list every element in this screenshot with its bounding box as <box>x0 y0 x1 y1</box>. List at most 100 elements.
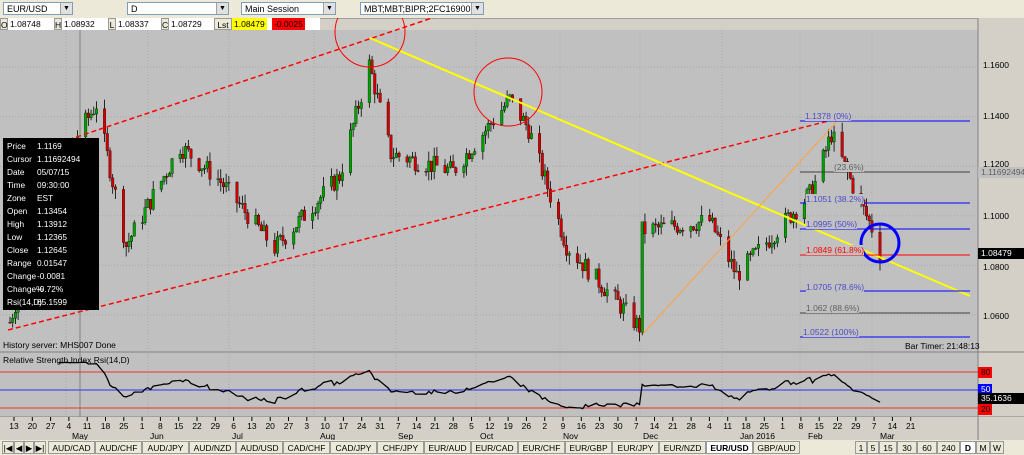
high-value: 1.08932 <box>64 19 95 29</box>
peak-circle-marker[interactable] <box>334 18 406 68</box>
timeframe-button[interactable]: 5 <box>867 441 879 454</box>
timeframe-button[interactable]: 1 <box>855 441 867 454</box>
candle-body <box>635 318 639 328</box>
time-tick-label: 23 <box>594 421 605 431</box>
month-label: May <box>72 431 89 441</box>
fib-swing-line[interactable] <box>642 119 839 335</box>
candle-body <box>13 312 17 319</box>
next-page-icon[interactable]: ▶ <box>24 441 34 454</box>
info-label: Time <box>7 180 26 190</box>
info-value: -0.0081 <box>37 271 66 281</box>
rsi-current-label: 35.1636 <box>978 393 1024 404</box>
candle-body <box>824 149 828 152</box>
studies-select[interactable]: MBT;MBT;BIPR;2FC16900 ▼ <box>360 2 484 15</box>
symbol-tab[interactable]: AUD/CAD <box>48 441 95 454</box>
info-row: Price 1.1169 <box>7 141 99 152</box>
target-circle-marker[interactable] <box>859 222 901 264</box>
candle-body <box>203 168 206 170</box>
candle-body <box>167 173 171 177</box>
price-tick: 1.0800 <box>983 262 1009 272</box>
cursor-info-box: Price 1.1169 Cursor 1.11692494 Date 05/07/15 T… <box>3 138 99 310</box>
symbol-tab[interactable]: GBP/AUD <box>753 441 800 454</box>
timeframe-button[interactable]: 240 <box>937 441 960 454</box>
candle-body <box>565 245 569 256</box>
candle-body <box>246 212 250 224</box>
candle-body <box>594 268 598 280</box>
candle-body <box>284 240 288 245</box>
interval-select[interactable]: D ▼ <box>127 2 229 15</box>
high-key: H <box>54 18 62 30</box>
chart-area[interactable] <box>0 18 1024 440</box>
fib-label-88: 1.062 (88.6%) <box>806 303 860 313</box>
time-tick-label: 22 <box>192 421 202 431</box>
last-key: Lst <box>214 18 232 30</box>
timeframe-button[interactable]: M <box>976 441 990 454</box>
symbol-tab[interactable]: AUD/NZD <box>189 441 236 454</box>
timeframe-button[interactable]: 60 <box>917 441 937 454</box>
chevron-down-icon[interactable]: ▼ <box>471 3 483 14</box>
timeframe-button[interactable]: W <box>990 441 1004 454</box>
candle-body <box>530 133 533 139</box>
peak-circle-marker[interactable] <box>473 57 543 127</box>
candle-body <box>113 186 117 190</box>
candle-body <box>108 150 112 179</box>
symbol-value: EUR/USD <box>7 4 48 14</box>
candle-body <box>651 223 655 235</box>
low-value: 1.08337 <box>118 19 149 29</box>
symbol-tab[interactable]: EUR/USD <box>706 441 753 454</box>
close-value: 1.08729 <box>171 19 202 29</box>
candle-body <box>205 161 209 169</box>
symbol-tab[interactable]: AUD/JPY <box>142 441 189 454</box>
timeframe-button[interactable]: D <box>960 441 976 454</box>
symbol-tab[interactable]: EUR/CAD <box>471 441 518 454</box>
candle-body <box>300 209 304 217</box>
rsi-20-label: 20 <box>978 404 992 415</box>
close-key: C <box>161 18 169 30</box>
candle-body <box>670 220 674 224</box>
last-price-label: 1.08479 <box>978 248 1024 259</box>
symbol-tab[interactable]: EUR/GBP <box>565 441 612 454</box>
symbol-select[interactable]: EUR/USD ▼ <box>3 2 73 15</box>
session-select[interactable]: Main Session ▼ <box>241 2 336 15</box>
candle-body <box>473 151 477 155</box>
candle-body <box>149 199 152 210</box>
upper-channel-line[interactable] <box>7 18 435 161</box>
candle-body <box>411 156 415 158</box>
info-value: 05/07/15 <box>37 167 70 177</box>
candle-body <box>765 242 768 245</box>
first-page-icon[interactable]: |◀ <box>2 441 14 454</box>
lower-channel-line[interactable] <box>7 117 841 331</box>
time-tick-label: 14 <box>411 421 422 431</box>
timeframe-button[interactable]: 30 <box>897 441 917 454</box>
candle-body <box>662 222 666 225</box>
time-tick-label: 18 <box>741 421 751 431</box>
candle-body <box>281 235 285 241</box>
candle-body <box>405 156 409 163</box>
info-row: Rsi(14,D) 65.1599 <box>7 297 99 308</box>
candle-body <box>678 230 682 233</box>
symbol-tab[interactable]: EUR/AUD <box>424 441 471 454</box>
chevron-down-icon[interactable]: ▼ <box>323 3 335 14</box>
chevron-down-icon[interactable]: ▼ <box>216 3 228 14</box>
symbol-tab[interactable]: EUR/CHF <box>518 441 565 454</box>
symbol-tab[interactable]: EUR/NZD <box>659 441 706 454</box>
prev-page-icon[interactable]: ◀ <box>14 441 24 454</box>
symbol-tab[interactable]: CHF/JPY <box>377 441 424 454</box>
chevron-down-icon[interactable]: ▼ <box>60 3 72 14</box>
symbol-tab[interactable]: AUD/USD <box>236 441 283 454</box>
candle-body <box>130 236 134 242</box>
symbol-tab[interactable]: CAD/CHF <box>283 441 330 454</box>
symbol-tab[interactable]: EUR/JPY <box>612 441 659 454</box>
symbol-tab[interactable]: CAD/JPY <box>330 441 377 454</box>
symbol-tab[interactable]: AUD/CHF <box>95 441 142 454</box>
candle-body <box>240 203 244 205</box>
candle-body <box>735 270 739 273</box>
timeframe-button[interactable]: 15 <box>879 441 897 454</box>
last-page-icon[interactable]: ▶| <box>34 441 46 454</box>
candle-body <box>732 259 736 272</box>
candle-body <box>432 155 436 172</box>
info-label: Date <box>7 167 25 177</box>
descending-trend-line[interactable] <box>369 37 971 297</box>
candle-body <box>95 108 98 115</box>
studies-value: MBT;MBT;BIPR;2FC16900 <box>364 4 471 14</box>
